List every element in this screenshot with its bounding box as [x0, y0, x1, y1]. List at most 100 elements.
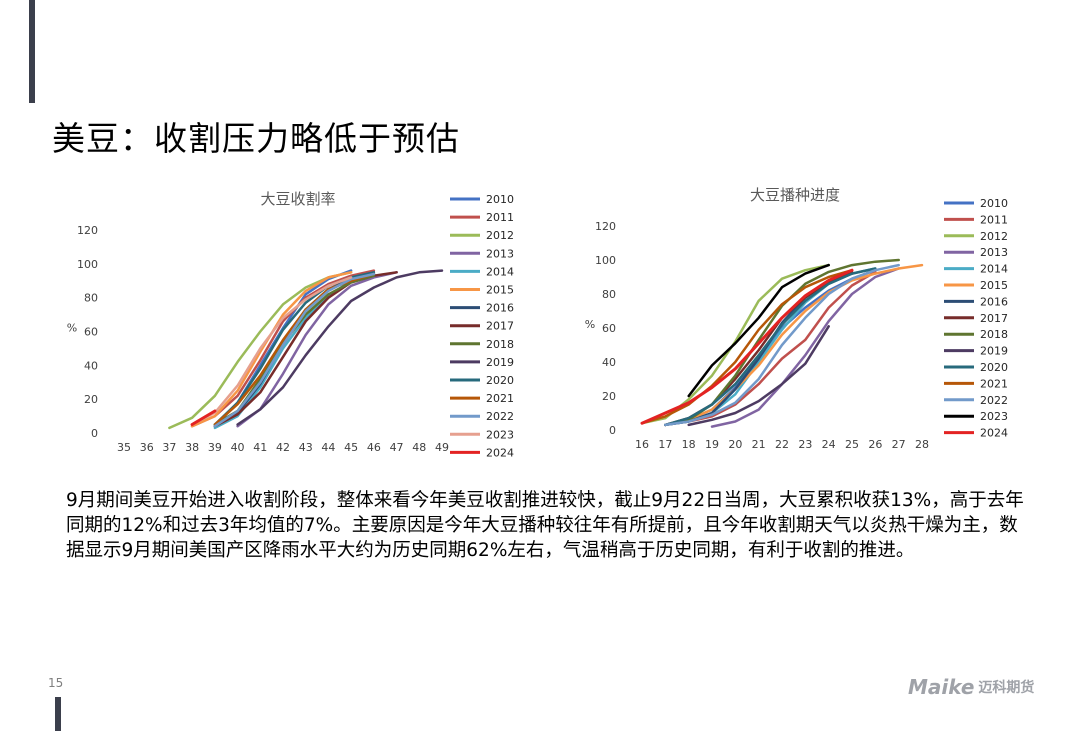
- legend-label-2023: 2023: [486, 428, 514, 441]
- x-tick-label: 19: [705, 438, 719, 451]
- legend-label-2012: 2012: [980, 230, 1008, 243]
- series-line-2020: [664, 267, 877, 427]
- y-tick-label: 40: [84, 359, 98, 372]
- x-tick-label: 49: [435, 441, 449, 454]
- legend-label-2016: 2016: [486, 302, 514, 315]
- x-tick-label: 40: [231, 441, 245, 454]
- x-tick-label: 36: [140, 441, 154, 454]
- legend-label-2013: 2013: [980, 246, 1008, 259]
- series-line-2022: [213, 272, 376, 428]
- y-tick-label: 80: [84, 292, 98, 305]
- legend-label-2013: 2013: [486, 247, 514, 260]
- legend-label-2017: 2017: [980, 312, 1008, 325]
- legend-label-2019: 2019: [980, 345, 1008, 358]
- x-tick-label: 44: [321, 441, 335, 454]
- x-tick-label: 45: [344, 441, 358, 454]
- harvest-rate-chart: 大豆收割率% 0 20 40 60 80 100 120 35 36 37 38 39 40 41 42 43 4…: [60, 180, 540, 470]
- chart-title: 大豆播种进度: [750, 186, 840, 204]
- x-tick-label: 35: [117, 441, 131, 454]
- bottom-accent-bar: [55, 697, 61, 731]
- y-tick-label: 100: [595, 254, 616, 267]
- legend-label-2015: 2015: [486, 284, 514, 297]
- x-tick-label: 42: [276, 441, 290, 454]
- series-line-2021: [640, 268, 854, 425]
- y-tick-label: 20: [84, 393, 98, 406]
- y-tick-label: 120: [595, 220, 616, 233]
- x-tick-label: 28: [915, 438, 929, 451]
- legend-label-2023: 2023: [980, 410, 1008, 423]
- series-line-2024: [640, 268, 854, 425]
- series-line-2024: [190, 409, 217, 426]
- series-line-2023: [190, 276, 353, 426]
- brand-logo: Maike 迈科期货: [908, 675, 1034, 699]
- legend-label-2012: 2012: [486, 229, 514, 242]
- legend-label-2021: 2021: [486, 392, 514, 405]
- y-tick-label: 120: [77, 224, 98, 237]
- brand-name: 迈科期货: [978, 680, 1035, 696]
- planting-progress-chart: 大豆播种进度% 0 20 40 60 80 100 120 16 17 18 19 20 21 22 23 24…: [580, 180, 1050, 470]
- x-tick-label: 48: [412, 441, 426, 454]
- legend-label-2020: 2020: [980, 361, 1008, 374]
- x-tick-label: 41: [253, 441, 267, 454]
- legend-label-2017: 2017: [486, 320, 514, 333]
- x-tick-label: 18: [682, 438, 696, 451]
- legend-label-2024: 2024: [980, 427, 1008, 440]
- x-tick-label: 24: [822, 438, 836, 451]
- x-tick-label: 38: [185, 441, 199, 454]
- series-line-2019: [687, 325, 830, 427]
- y-tick-label: 100: [77, 258, 98, 271]
- legend-label-2022: 2022: [486, 410, 514, 423]
- legend-label-2019: 2019: [486, 356, 514, 369]
- x-tick-label: 16: [635, 438, 649, 451]
- y-axis-label: %: [585, 318, 595, 331]
- x-tick-label: 25: [845, 438, 859, 451]
- y-tick-label: 60: [84, 326, 98, 339]
- legend-label-2015: 2015: [980, 279, 1008, 292]
- x-tick-label: 43: [299, 441, 313, 454]
- series-line-2023: [687, 263, 830, 398]
- x-tick-label: 17: [658, 438, 672, 451]
- page-title: 美豆：收割压力略低于预估: [52, 119, 460, 158]
- legend-label-2011: 2011: [486, 211, 514, 224]
- legend-label-2016: 2016: [980, 295, 1008, 308]
- legend-label-2010: 2010: [486, 193, 514, 206]
- analysis-paragraph: 9月期间美豆开始进入收割阶段，整体来看今年美豆收割推进较快，截止9月22日当周，…: [66, 490, 1024, 561]
- y-tick-label: 40: [602, 356, 616, 369]
- y-tick-label: 0: [609, 424, 616, 437]
- y-tick-label: 60: [602, 322, 616, 335]
- legend-label-2014: 2014: [980, 263, 1008, 276]
- x-tick-label: 46: [367, 441, 381, 454]
- series-line-2015: [664, 263, 924, 427]
- harvest-rate-chart-svg: 大豆收割率% 0 20 40 60 80 100 120 35 36 37 38 39 40 41 42 43 4…: [67, 190, 514, 459]
- x-tick-label: 37: [162, 441, 176, 454]
- legend-label-2018: 2018: [486, 338, 514, 351]
- x-tick-label: 22: [775, 438, 789, 451]
- x-tick-label: 47: [390, 441, 404, 454]
- brand-mark: Maike: [908, 675, 975, 699]
- x-tick-label: 21: [752, 438, 766, 451]
- x-tick-label: 23: [798, 438, 812, 451]
- legend-label-2011: 2011: [980, 213, 1008, 226]
- series-line-2013: [710, 267, 900, 428]
- y-axis-label: %: [67, 322, 77, 335]
- legend-label-2014: 2014: [486, 265, 514, 278]
- x-tick-label: 26: [868, 438, 882, 451]
- series-line-2022: [664, 263, 900, 427]
- y-tick-label: 20: [602, 390, 616, 403]
- y-tick-label: 0: [91, 427, 98, 440]
- legend-label-2021: 2021: [980, 377, 1008, 390]
- y-tick-label: 80: [602, 288, 616, 301]
- top-accent-bar: [29, 0, 35, 103]
- x-tick-label: 39: [208, 441, 222, 454]
- series-line-2019: [236, 269, 444, 426]
- legend-label-2020: 2020: [486, 374, 514, 387]
- series-line-2013: [236, 271, 398, 428]
- x-tick-label: 27: [892, 438, 906, 451]
- chart-title: 大豆收割率: [260, 190, 335, 208]
- legend-label-2018: 2018: [980, 328, 1008, 341]
- legend-label-2024: 2024: [486, 446, 514, 459]
- x-tick-label: 20: [728, 438, 742, 451]
- legend-label-2022: 2022: [980, 394, 1008, 407]
- legend-label-2010: 2010: [980, 197, 1008, 210]
